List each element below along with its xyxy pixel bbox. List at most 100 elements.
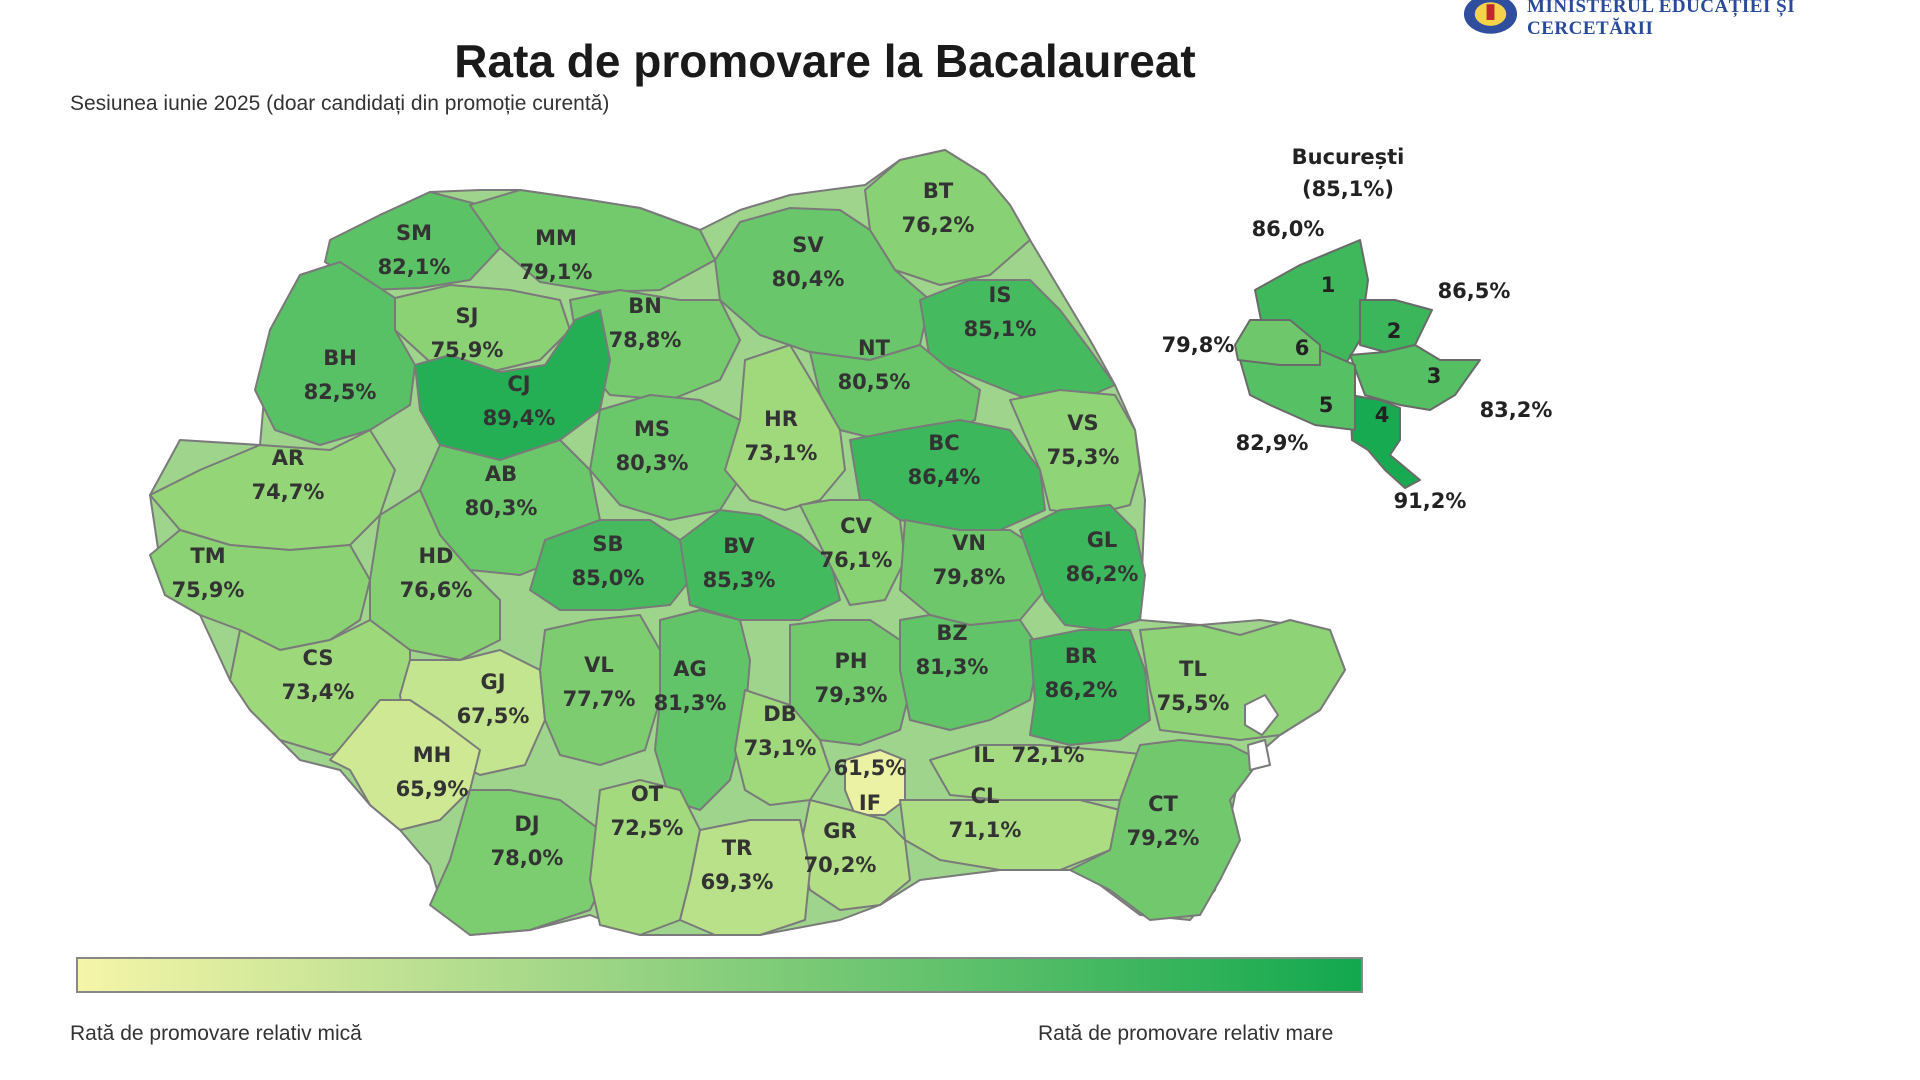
bucharest-total: (85,1%)	[1302, 177, 1394, 201]
color-scale-bar	[76, 957, 1363, 993]
county-is-region	[919, 279, 1116, 401]
county-ct-code: CT	[1148, 792, 1178, 816]
county-ab-value: 80,3%	[465, 496, 538, 520]
county-hr-code: HR	[764, 407, 798, 431]
bucharest-sector-6-number: 6	[1295, 336, 1310, 360]
county-bv-value: 85,3%	[703, 568, 776, 592]
county-tl-region	[1139, 619, 1346, 741]
bucharest-sector-5-number: 5	[1319, 393, 1334, 417]
county-ot-code: OT	[631, 782, 664, 806]
county-sv-code: SV	[792, 233, 824, 257]
county-hd-region	[369, 489, 501, 661]
county-nt-code: NT	[858, 336, 891, 360]
county-gr-code: GR	[823, 819, 856, 843]
county-ms-code: MS	[634, 417, 670, 441]
county-vn-code: VN	[952, 531, 986, 555]
county-vl-region	[539, 614, 661, 766]
map-title: Rata de promovare la Bacalaureat	[454, 35, 1196, 87]
county-is-value: 85,1%	[964, 317, 1037, 341]
county-sm-code: SM	[396, 221, 432, 245]
county-vn-value: 79,8%	[933, 565, 1006, 589]
county-if-region	[844, 749, 906, 816]
county-gl-code: GL	[1087, 528, 1118, 552]
county-vs-region	[1009, 389, 1141, 516]
county-ag-value: 81,3%	[654, 691, 727, 715]
county-ab-code: AB	[485, 462, 517, 486]
county-sb-region	[529, 519, 691, 611]
county-gl-region	[1019, 504, 1146, 631]
ministry-emblem-icon	[1463, 0, 1518, 34]
county-cs-code: CS	[303, 646, 334, 670]
county-is-code: IS	[989, 283, 1012, 307]
county-il-code: IL	[973, 743, 994, 767]
county-cv-value: 76,1%	[820, 548, 893, 572]
county-bt-code: BT	[923, 179, 954, 203]
county-hd-value: 76,6%	[400, 578, 473, 602]
county-vl-value: 77,7%	[563, 687, 636, 711]
county-tl-code: TL	[1179, 657, 1207, 681]
bucharest-sector-2-number: 2	[1387, 319, 1402, 343]
county-db-code: DB	[763, 702, 796, 726]
county-br-code: BR	[1065, 644, 1097, 668]
county-dj-region	[429, 789, 611, 936]
county-ph-code: PH	[835, 649, 868, 673]
county-bh-value: 82,5%	[304, 380, 377, 404]
county-ms-region	[589, 394, 746, 521]
county-tm-value: 75,9%	[172, 578, 245, 602]
county-bz-code: BZ	[936, 621, 967, 645]
ministry-logo: MINISTERUL EDUCAȚIEI ȘI CERCETĂRII	[1462, 0, 1920, 39]
bucharest-sector-4-value: 91,2%	[1394, 489, 1467, 513]
legend-low-label: Rată de promovare relativ mică	[70, 1022, 362, 1045]
county-dj-value: 78,0%	[491, 846, 564, 870]
county-sj-value: 75,9%	[431, 338, 504, 362]
county-il-value: 72,1%	[1012, 743, 1085, 767]
lake-shape	[1244, 694, 1279, 736]
county-mh-code: MH	[413, 743, 451, 767]
county-vl-code: VL	[584, 653, 614, 677]
county-mm-code: MM	[535, 226, 577, 250]
county-db-value: 73,1%	[744, 736, 817, 760]
county-cs-value: 73,4%	[282, 680, 355, 704]
county-ag-region	[654, 609, 751, 811]
bucharest-sector-3-number: 3	[1427, 364, 1442, 388]
bucharest-sector-3-value: 83,2%	[1480, 398, 1553, 422]
map-subtitle: Sesiunea iunie 2025 (doar candidați din …	[70, 92, 610, 115]
county-mh-region	[329, 699, 481, 831]
county-gj-value: 67,5%	[457, 704, 530, 728]
county-sm-value: 82,1%	[378, 255, 451, 279]
county-br-region	[1029, 629, 1151, 746]
county-bh-region	[254, 261, 416, 446]
county-hd-code: HD	[418, 544, 453, 568]
county-vs-value: 75,3%	[1047, 445, 1120, 469]
county-tl-value: 75,5%	[1157, 691, 1230, 715]
county-if-value: 61,5%	[834, 756, 907, 780]
bucharest-sector-1-number: 1	[1321, 273, 1336, 297]
county-ar-value: 74,7%	[252, 480, 325, 504]
ministry-name: MINISTERUL EDUCAȚIEI ȘI CERCETĂRII	[1527, 0, 1796, 39]
lake-shape	[1247, 739, 1271, 771]
county-tr-value: 69,3%	[701, 870, 774, 894]
county-bc-code: BC	[928, 431, 959, 455]
county-gr-value: 70,2%	[804, 853, 877, 877]
county-bv-region	[679, 509, 841, 621]
bucharest-sector-6-value: 79,8%	[1162, 333, 1235, 357]
county-mh-value: 65,9%	[396, 777, 469, 801]
county-cv-code: CV	[840, 514, 872, 538]
bucharest-sector-5-value: 82,9%	[1236, 431, 1309, 455]
bucharest-sector-2-value: 86,5%	[1438, 279, 1511, 303]
bucharest-sector-1-value: 86,0%	[1252, 217, 1325, 241]
county-ms-value: 80,3%	[616, 451, 689, 475]
county-sj-region	[394, 284, 571, 373]
county-cj-code: CJ	[507, 372, 530, 396]
bucharest-sector-4-number: 4	[1375, 403, 1390, 427]
county-cj-value: 89,4%	[483, 406, 556, 430]
legend-high-label: Rată de promovare relativ mare	[1038, 1022, 1334, 1045]
county-sj-code: SJ	[456, 304, 479, 328]
county-ag-code: AG	[673, 657, 707, 681]
county-bh-code: BH	[323, 346, 357, 370]
county-ot-value: 72,5%	[611, 816, 684, 840]
county-sb-code: SB	[592, 532, 623, 556]
bucharest-sector-4-region	[1349, 394, 1421, 489]
county-ct-region	[1069, 739, 1261, 921]
